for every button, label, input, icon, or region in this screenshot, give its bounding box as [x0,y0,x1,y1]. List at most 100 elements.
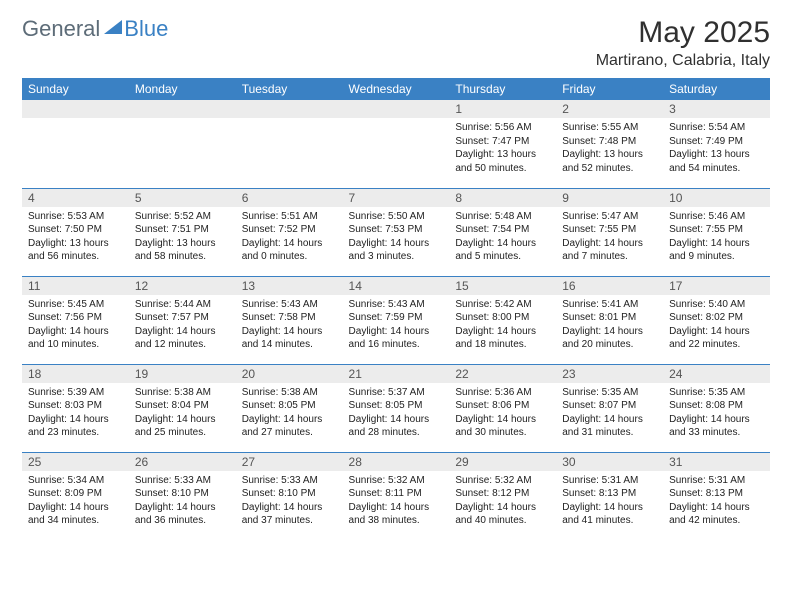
week-row: 4Sunrise: 5:53 AMSunset: 7:50 PMDaylight… [22,188,770,276]
sunrise-line: Sunrise: 5:54 AM [669,121,764,135]
sunset-line: Sunset: 8:07 PM [562,399,657,413]
day-cell: 7Sunrise: 5:50 AMSunset: 7:53 PMDaylight… [343,188,450,276]
day-cell: 29Sunrise: 5:32 AMSunset: 8:12 PMDayligh… [449,452,556,540]
daylight-line: Daylight: 14 hours and 33 minutes. [669,413,764,440]
day-cell: 26Sunrise: 5:33 AMSunset: 8:10 PMDayligh… [129,452,236,540]
day-number: 25 [22,453,129,471]
day-header: Thursday [449,78,556,100]
daylight-line: Daylight: 14 hours and 40 minutes. [455,501,550,528]
sunrise-line: Sunrise: 5:44 AM [135,298,230,312]
day-header-row: SundayMondayTuesdayWednesdayThursdayFrid… [22,78,770,100]
day-cell: 28Sunrise: 5:32 AMSunset: 8:11 PMDayligh… [343,452,450,540]
day-number: 26 [129,453,236,471]
day-number: 21 [343,365,450,383]
sunrise-line: Sunrise: 5:31 AM [669,474,764,488]
sunrise-line: Sunrise: 5:50 AM [349,210,444,224]
sunrise-line: Sunrise: 5:34 AM [28,474,123,488]
day-cell: 19Sunrise: 5:38 AMSunset: 8:04 PMDayligh… [129,364,236,452]
day-cell: 31Sunrise: 5:31 AMSunset: 8:13 PMDayligh… [663,452,770,540]
week-row: 25Sunrise: 5:34 AMSunset: 8:09 PMDayligh… [22,452,770,540]
sunrise-line: Sunrise: 5:35 AM [669,386,764,400]
day-number: 27 [236,453,343,471]
sunrise-line: Sunrise: 5:33 AM [135,474,230,488]
day-number-empty [343,100,450,118]
sunrise-line: Sunrise: 5:32 AM [455,474,550,488]
daylight-line: Daylight: 14 hours and 37 minutes. [242,501,337,528]
brand-triangle-icon [104,20,122,34]
day-details: Sunrise: 5:51 AMSunset: 7:52 PMDaylight:… [236,207,343,267]
sunrise-line: Sunrise: 5:38 AM [135,386,230,400]
day-details: Sunrise: 5:50 AMSunset: 7:53 PMDaylight:… [343,207,450,267]
sunrise-line: Sunrise: 5:56 AM [455,121,550,135]
daylight-line: Daylight: 14 hours and 7 minutes. [562,237,657,264]
day-details: Sunrise: 5:38 AMSunset: 8:04 PMDaylight:… [129,383,236,443]
day-number: 8 [449,189,556,207]
day-cell: 24Sunrise: 5:35 AMSunset: 8:08 PMDayligh… [663,364,770,452]
day-number: 22 [449,365,556,383]
day-number: 2 [556,100,663,118]
daylight-line: Daylight: 14 hours and 27 minutes. [242,413,337,440]
daylight-line: Daylight: 14 hours and 34 minutes. [28,501,123,528]
day-cell: 15Sunrise: 5:42 AMSunset: 8:00 PMDayligh… [449,276,556,364]
day-details: Sunrise: 5:42 AMSunset: 8:00 PMDaylight:… [449,295,556,355]
daylight-line: Daylight: 14 hours and 38 minutes. [349,501,444,528]
sunset-line: Sunset: 7:57 PM [135,311,230,325]
day-number: 12 [129,277,236,295]
day-number: 7 [343,189,450,207]
daylight-line: Daylight: 14 hours and 36 minutes. [135,501,230,528]
day-cell: 14Sunrise: 5:43 AMSunset: 7:59 PMDayligh… [343,276,450,364]
day-cell: 18Sunrise: 5:39 AMSunset: 8:03 PMDayligh… [22,364,129,452]
day-details: Sunrise: 5:43 AMSunset: 7:58 PMDaylight:… [236,295,343,355]
day-details: Sunrise: 5:36 AMSunset: 8:06 PMDaylight:… [449,383,556,443]
sunset-line: Sunset: 8:10 PM [242,487,337,501]
day-cell: 6Sunrise: 5:51 AMSunset: 7:52 PMDaylight… [236,188,343,276]
day-cell: 3Sunrise: 5:54 AMSunset: 7:49 PMDaylight… [663,100,770,188]
daylight-line: Daylight: 14 hours and 28 minutes. [349,413,444,440]
day-number: 10 [663,189,770,207]
day-cell: 8Sunrise: 5:48 AMSunset: 7:54 PMDaylight… [449,188,556,276]
sunset-line: Sunset: 8:09 PM [28,487,123,501]
day-cell: 4Sunrise: 5:53 AMSunset: 7:50 PMDaylight… [22,188,129,276]
day-details: Sunrise: 5:32 AMSunset: 8:11 PMDaylight:… [343,471,450,531]
sunrise-line: Sunrise: 5:35 AM [562,386,657,400]
brand-part1: General [22,16,100,42]
sunset-line: Sunset: 7:55 PM [669,223,764,237]
day-header: Friday [556,78,663,100]
daylight-line: Daylight: 14 hours and 23 minutes. [28,413,123,440]
day-cell: 25Sunrise: 5:34 AMSunset: 8:09 PMDayligh… [22,452,129,540]
sunset-line: Sunset: 7:50 PM [28,223,123,237]
day-number-empty [129,100,236,118]
brand-logo: General Blue [22,16,168,42]
day-number: 6 [236,189,343,207]
day-number: 15 [449,277,556,295]
day-details: Sunrise: 5:38 AMSunset: 8:05 PMDaylight:… [236,383,343,443]
sunrise-line: Sunrise: 5:38 AM [242,386,337,400]
calendar-body: 1Sunrise: 5:56 AMSunset: 7:47 PMDaylight… [22,100,770,540]
day-cell [129,100,236,188]
sunrise-line: Sunrise: 5:52 AM [135,210,230,224]
week-row: 18Sunrise: 5:39 AMSunset: 8:03 PMDayligh… [22,364,770,452]
sunrise-line: Sunrise: 5:55 AM [562,121,657,135]
daylight-line: Daylight: 13 hours and 52 minutes. [562,148,657,175]
sunset-line: Sunset: 8:06 PM [455,399,550,413]
sunset-line: Sunset: 8:03 PM [28,399,123,413]
day-cell: 17Sunrise: 5:40 AMSunset: 8:02 PMDayligh… [663,276,770,364]
day-cell: 11Sunrise: 5:45 AMSunset: 7:56 PMDayligh… [22,276,129,364]
calendar-page: General Blue May 2025 Martirano, Calabri… [0,0,792,540]
sunrise-line: Sunrise: 5:43 AM [349,298,444,312]
day-number: 4 [22,189,129,207]
day-details: Sunrise: 5:33 AMSunset: 8:10 PMDaylight:… [236,471,343,531]
day-header: Monday [129,78,236,100]
day-cell: 5Sunrise: 5:52 AMSunset: 7:51 PMDaylight… [129,188,236,276]
sunrise-line: Sunrise: 5:45 AM [28,298,123,312]
daylight-line: Daylight: 14 hours and 14 minutes. [242,325,337,352]
sunset-line: Sunset: 8:12 PM [455,487,550,501]
daylight-line: Daylight: 14 hours and 30 minutes. [455,413,550,440]
sunrise-line: Sunrise: 5:42 AM [455,298,550,312]
day-details: Sunrise: 5:34 AMSunset: 8:09 PMDaylight:… [22,471,129,531]
day-details: Sunrise: 5:37 AMSunset: 8:05 PMDaylight:… [343,383,450,443]
day-cell: 21Sunrise: 5:37 AMSunset: 8:05 PMDayligh… [343,364,450,452]
day-details: Sunrise: 5:55 AMSunset: 7:48 PMDaylight:… [556,118,663,178]
day-header: Tuesday [236,78,343,100]
day-details: Sunrise: 5:52 AMSunset: 7:51 PMDaylight:… [129,207,236,267]
